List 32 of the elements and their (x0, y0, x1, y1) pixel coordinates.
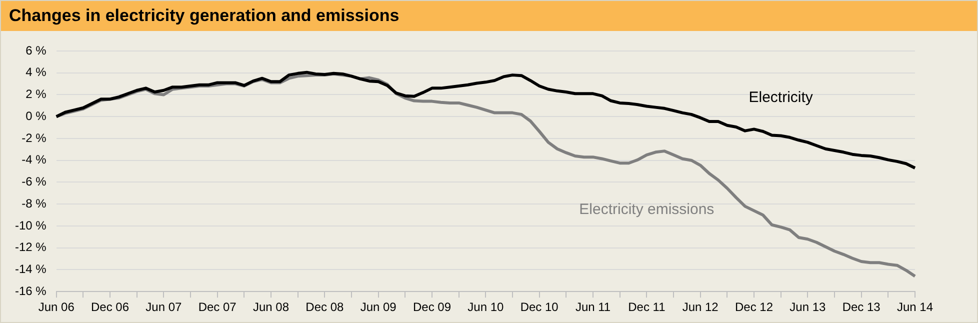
y-tick-label: 6 % (26, 43, 47, 58)
x-tick-label: Jun 12 (682, 300, 719, 314)
x-tick-label: Jun 11 (575, 300, 611, 314)
x-tick-label: Jun 07 (146, 300, 182, 314)
y-tick-label: 2 % (26, 87, 47, 102)
y-tick-label: 0 % (26, 108, 47, 123)
x-tick-label: Jun 08 (252, 300, 290, 314)
x-tick-label: Jun 09 (360, 300, 397, 314)
y-tick-label: -16 % (14, 284, 47, 298)
x-tick-label: Dec 08 (306, 300, 344, 314)
x-tick-label: Dec 11 (628, 300, 666, 314)
y-tick-label: -2 % (22, 130, 47, 145)
x-tick-label: Jun 10 (468, 300, 504, 314)
y-tick-label: -10 % (14, 218, 47, 232)
x-tick-label: Dec 10 (520, 300, 559, 314)
y-tick-label: -4 % (22, 152, 47, 167)
chart-title: Changes in electricity generation and emissions (1, 1, 977, 31)
x-tick-label: Dec 09 (412, 300, 452, 314)
y-tick-label: -12 % (14, 240, 47, 254)
x-tick-label: Dec 07 (198, 300, 237, 314)
x-tick-label: Jun 13 (790, 300, 826, 314)
x-tick-label: Dec 13 (842, 300, 881, 314)
y-tick-label: -8 % (22, 196, 47, 210)
y-tick-label: -14 % (14, 262, 47, 276)
x-tick-label: Jun 14 (896, 300, 934, 314)
x-tick-label: Dec 12 (734, 300, 774, 314)
y-tick-label: -6 % (22, 174, 47, 189)
series-label: Electricity (748, 88, 814, 106)
series-label: Electricity emissions (579, 201, 714, 218)
x-tick-label: Jun 06 (38, 300, 75, 314)
x-tick-label: Dec 06 (91, 300, 130, 314)
y-tick-label: 4 % (26, 65, 47, 80)
